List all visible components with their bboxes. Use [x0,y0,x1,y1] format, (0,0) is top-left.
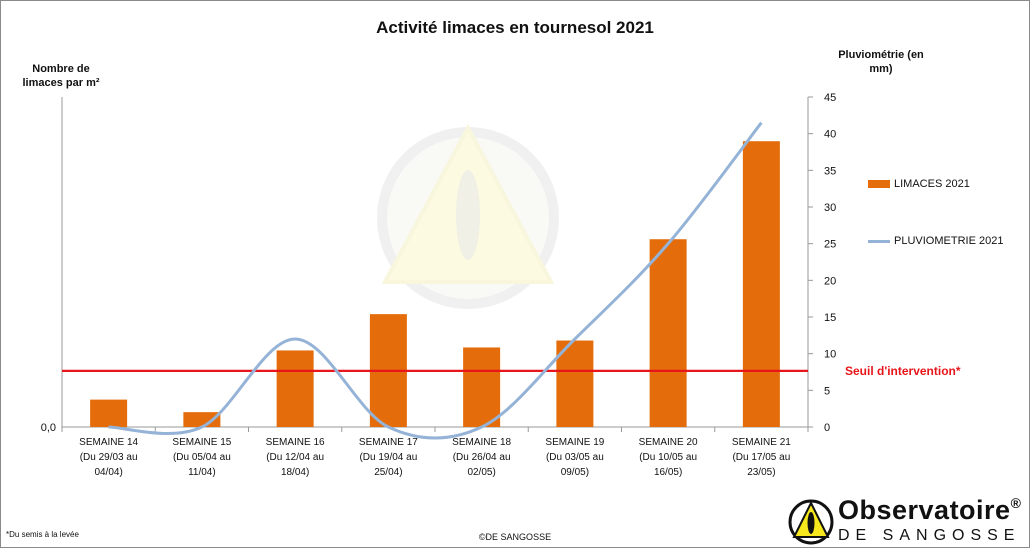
series-line-pluviometrie [108,121,763,440]
right-axis-tick-label: 45 [824,92,836,104]
legend-label-limaces: LIMACES 2021 [894,178,970,190]
watermark-icon [377,123,559,309]
right-axis-tick-label: 35 [824,165,836,177]
x-tick-label: SEMAINE 14 (Du 29/03 au 04/04) [79,437,138,478]
bar-limaces [463,347,501,427]
right-axis-tick-label: 15 [824,312,836,324]
x-tick-label: SEMAINE 20 (Du 10/05 au 16/05) [639,437,698,478]
right-axis-tick-label: 0 [824,422,830,434]
x-tick-label: SEMAINE 21 (Du 17/05 au 23/05) [732,437,791,478]
bar-limaces [276,350,314,427]
x-tick-label: SEMAINE 18 (Du 26/04 au 02/05) [452,437,511,478]
right-axis-tick-label: 25 [824,239,836,251]
copyright-text: ©DE SANGOSSE [478,532,552,542]
legend-bar-swatch [868,180,890,188]
left-axis-tick-label: 0,0 [41,422,56,434]
x-tick-label: SEMAINE 19 (Du 03/05 au 09/05) [545,437,604,478]
x-tick-label: SEMAINE 16 (Du 12/04 au 18/04) [266,437,325,478]
slug-warning-icon [788,499,834,545]
bar-limaces [556,340,594,427]
footnote: *Du semis à la levée [6,530,79,539]
right-axis-tick-label: 20 [824,275,836,287]
observatoire-logo: Observatoire® DE SANGOSSE [788,495,1028,547]
bar-limaces [742,141,780,427]
right-axis-tick-label: 10 [824,349,836,361]
logo-subtitle: DE SANGOSSE [838,527,1021,544]
right-axis-tick-label: 30 [824,202,836,214]
bar-limaces [183,412,221,427]
legend-line-swatch [868,239,890,243]
legend-item-pluviometrie: PLUVIOMETRIE 2021 [868,235,1003,247]
legend-label-pluviometrie: PLUVIOMETRIE 2021 [894,235,1004,247]
right-axis-tick-label: 5 [824,385,830,397]
bar-limaces [90,399,128,427]
logo-title: Observatoire® [838,495,1022,525]
left-axis-title: Nombre de limaces par m² [22,63,100,89]
x-tick-label: SEMAINE 17 (Du 19/04 au 25/04) [359,437,418,478]
threshold-label: Seuil d'intervention* [845,364,961,378]
right-axis-tick-label: 40 [824,129,836,141]
chart-title: Activité limaces en tournesol 2021 [376,18,654,37]
right-axis-title: Pluviométrie (en mm) [838,49,924,75]
legend-item-limaces: LIMACES 2021 [868,178,970,190]
x-tick-label: SEMAINE 15 (Du 05/04 au 11/04) [172,437,231,478]
bar-limaces [649,239,687,427]
